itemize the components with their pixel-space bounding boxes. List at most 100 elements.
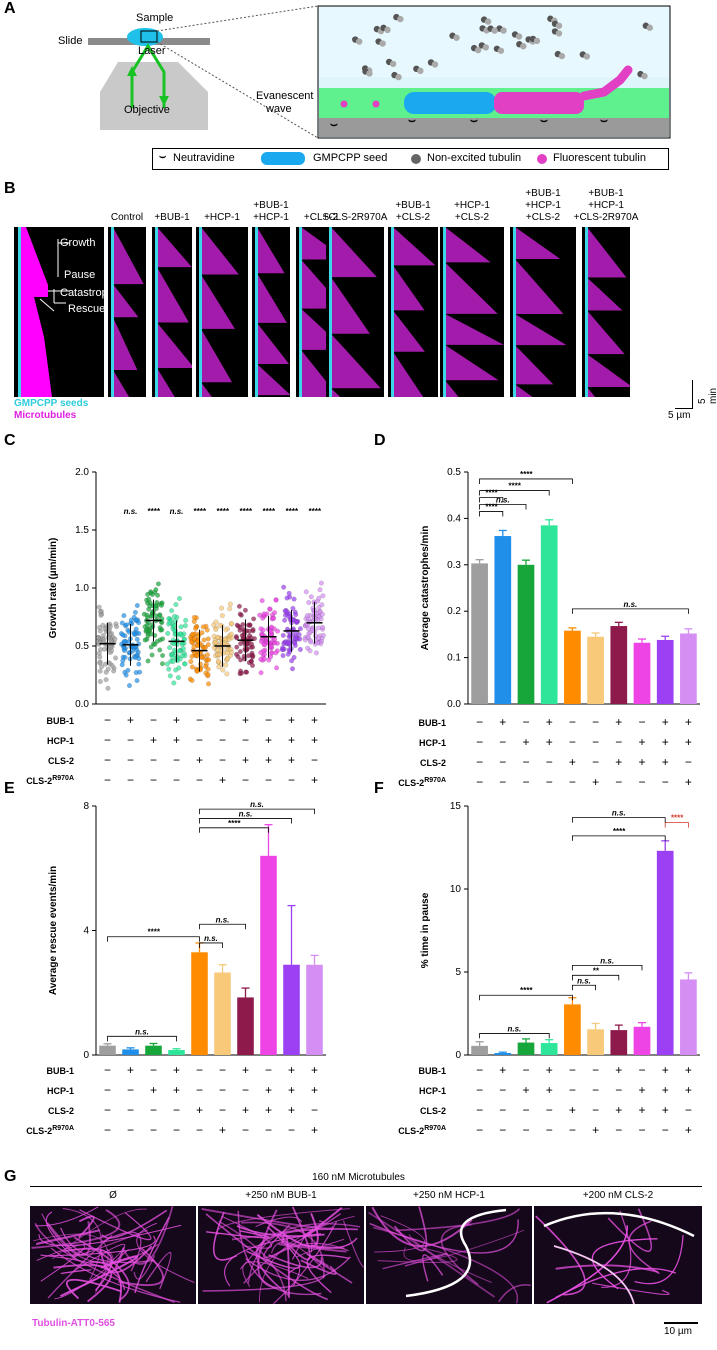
sign-cell: − <box>173 773 180 787</box>
scatter-point <box>122 648 127 653</box>
significance-label: n.s. <box>135 1027 149 1036</box>
scatter-point <box>124 622 129 628</box>
scatter-point <box>316 595 322 601</box>
sign-cell: − <box>219 1103 226 1117</box>
scatter-point <box>290 666 295 672</box>
sign-cell: + <box>196 1103 203 1117</box>
scatter-point <box>177 648 182 654</box>
scatter-point <box>97 660 102 666</box>
scatter-point <box>215 647 221 653</box>
sign-cell: − <box>592 715 599 729</box>
scatter-point <box>193 626 198 631</box>
y-tick-label: 0.2 <box>447 606 461 617</box>
scatter-point <box>250 653 256 659</box>
scatter-point <box>194 653 200 659</box>
microtubule-bundle <box>405 1208 507 1298</box>
objective-lens <box>100 62 208 130</box>
row-label-cls2: CLS-2 <box>420 1106 446 1116</box>
bar <box>306 964 323 1055</box>
microtubule-filament <box>224 1233 322 1287</box>
sign-cell: − <box>265 713 272 727</box>
microtubule-filament <box>45 1211 77 1260</box>
sign-cell: + <box>685 1123 692 1137</box>
scatter-point <box>145 615 150 621</box>
scatter-point <box>223 662 229 668</box>
sign-cell: + <box>150 1083 157 1097</box>
sign-cell: − <box>569 1123 576 1137</box>
bar <box>122 1049 139 1055</box>
seed-line <box>391 227 394 397</box>
bar <box>656 850 674 1055</box>
g-image-2 <box>366 1206 532 1304</box>
significance-bracket <box>199 808 315 815</box>
kymo-title-4: +CLS-2 <box>286 212 356 224</box>
sign-cell: − <box>104 1083 111 1097</box>
scatter-point <box>307 648 313 654</box>
scatter-point <box>107 623 113 629</box>
scatter-point <box>159 627 165 633</box>
scatter-point <box>215 634 220 640</box>
significance-label: **** <box>308 507 321 516</box>
sign-cell: − <box>127 1123 134 1137</box>
panel-label-c: C <box>4 432 16 449</box>
scatter-point <box>223 627 229 633</box>
legend-seed: GMPCPP seed <box>313 152 388 164</box>
scatter-point <box>290 605 296 611</box>
sign-cell: − <box>546 755 553 769</box>
sign-cell: − <box>196 1063 203 1077</box>
scatter-point <box>160 636 166 642</box>
microtubule-filament <box>591 1238 658 1290</box>
sign-cell: − <box>522 1063 529 1077</box>
scatter-point <box>293 612 299 618</box>
microtubule-filament <box>368 1211 495 1298</box>
sign-cell: − <box>127 1083 134 1097</box>
scatter-point <box>261 641 267 647</box>
bar <box>540 1043 558 1055</box>
significance-label: **** <box>520 470 533 479</box>
y-axis-label: % time in pause <box>420 892 431 968</box>
scatter-point <box>198 661 203 667</box>
significance-bracket <box>664 822 689 828</box>
scale-bar-length <box>675 408 693 409</box>
y-tick-label: 0 <box>83 1050 89 1061</box>
scatter-point <box>320 632 326 638</box>
sign-cell: + <box>219 1123 226 1137</box>
y-tick-label: 0.5 <box>447 467 461 478</box>
sign-cell: − <box>127 733 134 747</box>
scatter-point <box>175 675 181 680</box>
kymograph-1 <box>152 227 192 397</box>
y-tick-label: 1.0 <box>75 583 89 594</box>
sign-cell: + <box>638 755 645 769</box>
bar <box>494 536 512 704</box>
microtubule-filament <box>278 1206 311 1261</box>
kymo-title-line: +BUB-1 <box>525 188 561 199</box>
fluorescent-tubulin-dot <box>372 100 380 108</box>
row-label-cls2: CLS-2 <box>420 758 446 768</box>
schematic-rescue: Rescue <box>68 303 106 315</box>
sign-cell: − <box>127 773 134 787</box>
kymo-title-line: +BUB-1 <box>395 200 431 211</box>
y-tick-label: 0.4 <box>447 513 461 524</box>
scatter-point <box>179 653 185 659</box>
significance-label: n.s. <box>204 934 218 943</box>
scatter-point <box>234 651 239 657</box>
kymo-title-line: +BUB-1 <box>588 188 624 199</box>
kymo-title-0: Control <box>98 212 156 224</box>
kymo-title-line: +CLS-2R970A <box>573 212 639 223</box>
bar <box>145 1045 162 1055</box>
sign-cell: + <box>662 735 669 749</box>
scatter-point <box>178 624 184 630</box>
row-label-hcp1: HCP-1 <box>47 1086 74 1096</box>
g-title-2: +250 nM HCP-1 <box>413 1190 485 1201</box>
sign-cell: − <box>638 1063 645 1077</box>
scatter-point <box>191 644 197 650</box>
scatter-point <box>206 681 211 687</box>
bar <box>191 952 208 1055</box>
schematic-pause: Pause <box>64 269 96 281</box>
scatter-point <box>228 650 234 655</box>
fluorescent-tubulin-dot <box>340 100 348 108</box>
sign-cell: − <box>104 1063 111 1077</box>
sign-cell: + <box>546 1083 553 1097</box>
scatter-point <box>303 589 309 595</box>
significance-label: n.s. <box>508 1024 522 1033</box>
